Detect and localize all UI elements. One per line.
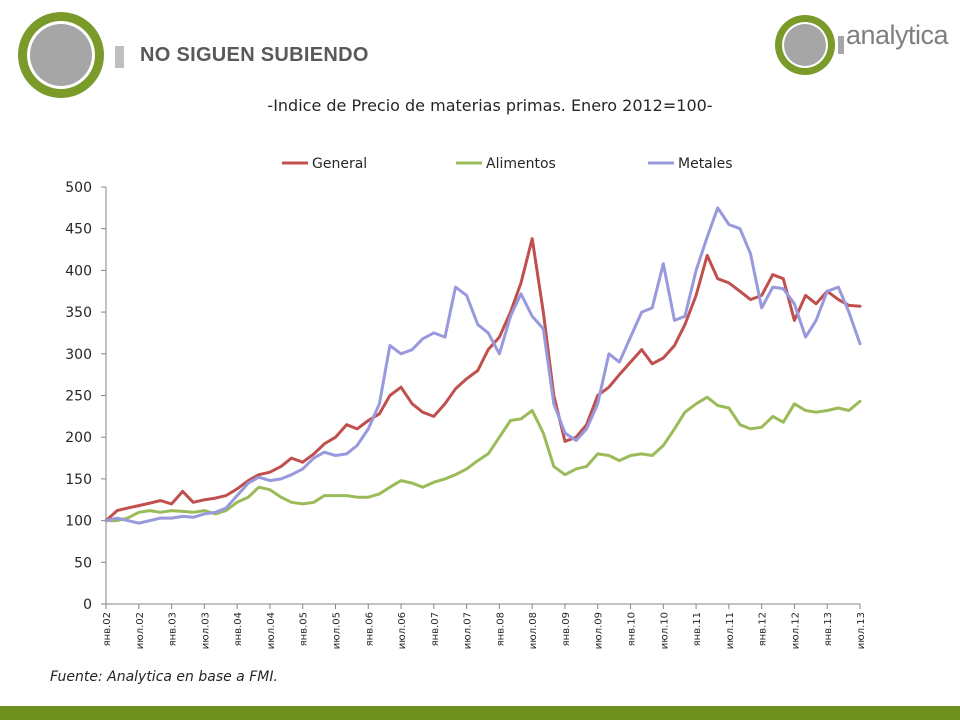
y-tick-label: 0 — [83, 597, 92, 613]
y-tick-label: 200 — [65, 430, 92, 446]
x-tick-label: июл.09 — [594, 612, 605, 649]
x-tick-label: июл.02 — [135, 612, 146, 649]
x-tick-label: июл.10 — [659, 612, 670, 649]
x-tick-label: июл.12 — [790, 612, 801, 649]
x-tick-label: янв.10 — [627, 612, 638, 646]
title-accent-bar — [115, 46, 124, 68]
y-tick-label: 500 — [65, 180, 92, 196]
series-line-metales — [104, 206, 862, 525]
x-tick-label: янв.03 — [168, 612, 179, 646]
brand-name: analytica — [846, 20, 949, 50]
x-tick-label: июл.13 — [856, 612, 867, 649]
x-tick-label: июл.05 — [331, 612, 342, 649]
line-chart: 0 50 100 150 200 250 300 350 400 450 500 янв.02 июл.… — [65, 156, 867, 649]
x-tick-label: июл.07 — [463, 612, 474, 649]
x-tick-label: янв.11 — [692, 612, 703, 646]
x-tick-label: июл.06 — [397, 612, 408, 649]
x-tick-label: янв.12 — [758, 612, 769, 646]
footer-bar — [0, 706, 960, 720]
y-tick-label: 50 — [74, 555, 92, 571]
x-tick-label: янв.06 — [364, 612, 375, 646]
y-tick-label: 450 — [65, 222, 92, 238]
y-tick-label: 350 — [65, 305, 92, 321]
x-tick-label: июл.04 — [266, 612, 277, 649]
source-note: Fuente: Analytica en base a FMI. — [50, 669, 278, 685]
x-tick-label: янв.05 — [299, 612, 310, 646]
logo-circle-icon — [18, 12, 104, 98]
x-tick-label: янв.07 — [430, 612, 441, 646]
x-tick-label: июл.03 — [200, 612, 211, 649]
x-tick-label: июл.08 — [528, 612, 539, 649]
legend-label-general: General — [312, 156, 367, 172]
series-line-alimentos — [104, 395, 862, 523]
y-tick-label: 400 — [65, 263, 92, 279]
page-title: NO SIGUEN SUBIENDO — [140, 44, 369, 66]
x-tick-label: янв.09 — [561, 612, 572, 646]
y-tick-label: 100 — [65, 514, 92, 530]
x-tick-label: янв.02 — [102, 612, 113, 646]
y-tick-label: 150 — [65, 472, 92, 488]
y-tick-label: 250 — [65, 389, 92, 405]
series-line-general — [104, 237, 862, 523]
x-tick-label: янв.13 — [823, 612, 834, 646]
legend-label-alimentos: Alimentos — [486, 156, 556, 172]
legend-label-metales: Metales — [678, 156, 733, 172]
analytica-logo-icon — [775, 15, 844, 75]
chart-title: -Indice de Precio de materias primas. En… — [267, 96, 713, 115]
x-tick-label: июл.11 — [725, 612, 736, 649]
y-tick-label: 300 — [65, 347, 92, 363]
x-tick-label: янв.04 — [233, 612, 244, 646]
x-tick-label: янв.08 — [495, 612, 506, 646]
